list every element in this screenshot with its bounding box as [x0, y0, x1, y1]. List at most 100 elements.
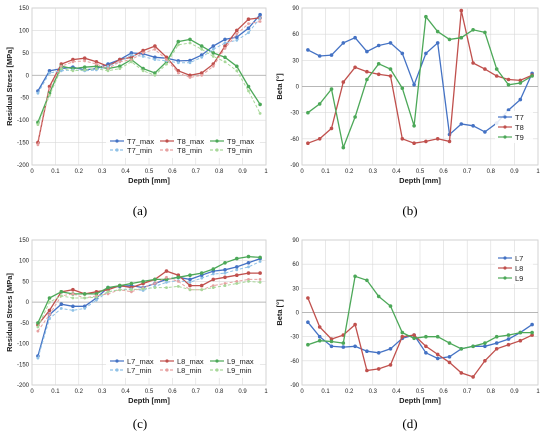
x-tick-label: 0.2 — [75, 169, 84, 175]
legend-marker — [115, 139, 119, 143]
data-point — [341, 80, 346, 84]
data-point — [424, 344, 428, 349]
data-point — [59, 64, 63, 68]
x-axis-label: Depth [mm] — [128, 396, 170, 405]
data-point — [223, 275, 227, 280]
data-point — [329, 339, 334, 344]
panel-caption: (c) — [133, 416, 147, 431]
data-point — [223, 261, 227, 265]
data-point — [365, 349, 369, 354]
data-point — [188, 288, 192, 292]
panel-caption: (d) — [402, 416, 417, 431]
data-point — [188, 58, 192, 63]
x-tick-label: 1 — [536, 169, 540, 175]
x-tick-label: 0 — [300, 389, 304, 395]
data-point — [176, 280, 180, 283]
data-point — [165, 275, 168, 279]
data-point — [211, 286, 215, 289]
x-tick-label: 0.7 — [192, 389, 201, 395]
x-tick-label: 0.7 — [463, 389, 472, 395]
data-point — [223, 268, 227, 272]
data-point — [48, 300, 51, 304]
data-point — [71, 292, 75, 296]
data-point — [329, 344, 334, 349]
data-point — [48, 94, 51, 97]
data-point — [83, 307, 87, 310]
y-tick-label: 100 — [19, 259, 30, 265]
data-point — [95, 295, 98, 299]
legend-label: L9 — [515, 274, 523, 283]
data-point — [400, 137, 405, 141]
data-point — [447, 139, 452, 144]
data-point — [223, 41, 227, 45]
data-point — [235, 69, 239, 73]
data-point — [376, 43, 381, 48]
y-tick-label: -30 — [290, 111, 299, 117]
data-point — [118, 288, 122, 292]
data-point — [246, 271, 251, 275]
data-point — [223, 60, 227, 64]
x-tick-label: 0.3 — [98, 389, 107, 395]
data-point — [165, 62, 168, 66]
legend-marker — [215, 139, 219, 143]
data-point — [71, 309, 75, 312]
data-point — [424, 51, 428, 56]
data-point — [188, 277, 192, 282]
data-point — [48, 87, 51, 91]
data-point — [483, 67, 487, 71]
data-point — [235, 38, 239, 42]
data-point — [471, 124, 475, 128]
y-tick-label: -200 — [17, 163, 30, 169]
x-tick-label: 0.5 — [145, 389, 154, 395]
data-point — [483, 341, 487, 345]
data-point — [36, 91, 40, 95]
legend-marker — [165, 139, 169, 143]
data-point — [424, 139, 428, 144]
x-tick-label: 0.7 — [463, 169, 472, 175]
data-point — [317, 334, 322, 339]
data-point — [188, 61, 192, 65]
y-tick-label: -90 — [290, 163, 299, 169]
legend-marker — [503, 256, 507, 260]
data-point — [59, 290, 64, 294]
data-point — [59, 302, 64, 307]
series-line-l9-min — [37, 280, 261, 328]
data-point — [48, 317, 51, 321]
y-tick-label: -50 — [20, 321, 29, 327]
data-point — [211, 267, 216, 271]
data-point — [353, 35, 357, 40]
data-point — [36, 329, 40, 333]
data-point — [329, 126, 334, 131]
series-line-l9 — [307, 275, 533, 350]
data-point — [176, 69, 181, 73]
legend-label: T8 — [515, 123, 524, 132]
data-point — [188, 76, 192, 79]
data-point — [506, 108, 511, 112]
chart-panel-3: -200 -150 -100 -50 0 50 100 150 0 0.1 0.2 0.3 0.4 0.5… — [5, 238, 268, 431]
y-tick-label: -150 — [17, 141, 30, 147]
legend-label: T8_min — [177, 146, 202, 155]
data-point — [59, 69, 63, 73]
data-point — [176, 71, 180, 75]
data-point — [59, 307, 63, 310]
legend-marker — [165, 368, 169, 372]
data-point — [400, 334, 405, 339]
x-tick-label: 0.5 — [145, 169, 154, 175]
data-point — [118, 283, 122, 288]
data-point — [247, 31, 250, 35]
data-point — [258, 102, 262, 107]
y-tick-label: 90 — [292, 6, 299, 12]
data-point — [153, 282, 157, 285]
data-point — [47, 84, 52, 89]
y-tick-label: 150 — [19, 238, 30, 244]
data-point — [106, 292, 110, 296]
data-point — [341, 145, 346, 150]
data-point — [82, 65, 87, 69]
data-point — [129, 51, 134, 55]
data-point — [247, 265, 250, 269]
data-point — [176, 275, 181, 280]
data-point — [200, 73, 204, 77]
data-point — [494, 347, 499, 351]
x-tick-label: 0.4 — [121, 389, 130, 395]
